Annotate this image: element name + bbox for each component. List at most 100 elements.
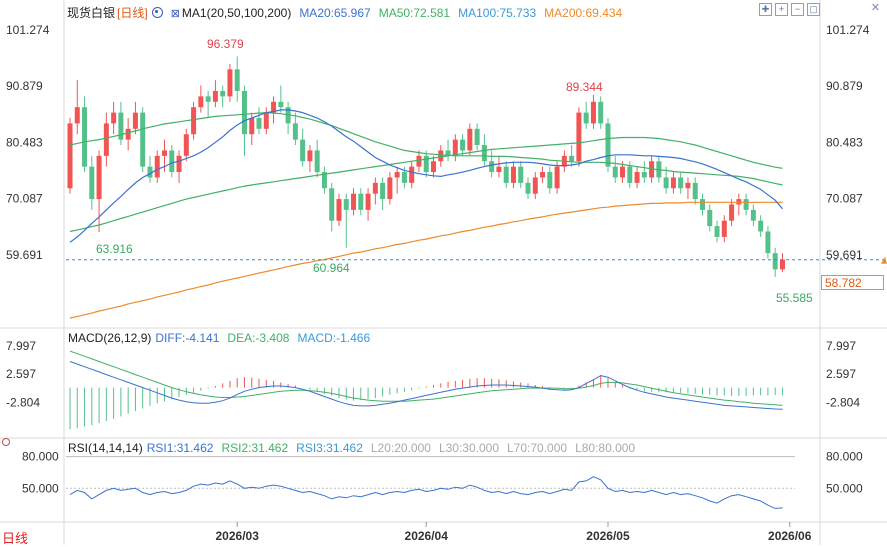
fit-icon[interactable]: ▢ — [807, 3, 820, 16]
macd-diff-value: DIFF:-4.141 — [155, 331, 220, 345]
candle-body — [663, 177, 669, 189]
candle-body — [467, 128, 473, 151]
candle-body — [634, 172, 640, 183]
ma200-value: MA200:69.434 — [544, 6, 623, 20]
candle-body — [510, 166, 516, 183]
candle-body — [707, 209, 713, 227]
candle-body — [583, 112, 589, 124]
ma100-line — [69, 136, 783, 233]
panel-settings-icon[interactable] — [2, 438, 10, 446]
candle-body — [278, 101, 284, 108]
candle-body — [452, 139, 458, 156]
candle-body — [423, 155, 429, 173]
candle-body — [481, 145, 487, 162]
y-tick-label-left: 101.274 — [6, 23, 50, 37]
candle-body — [380, 182, 386, 200]
candle-body — [670, 177, 676, 189]
candle-body — [241, 90, 247, 135]
candle-body — [162, 150, 168, 156]
candle-body — [721, 220, 727, 237]
macd-y-tick-right: -2.804 — [826, 395, 860, 409]
candle-body — [140, 112, 146, 167]
candle-body — [147, 166, 153, 178]
rsi-l20-value: L20:20.000 — [370, 441, 431, 455]
candle-body — [125, 128, 131, 140]
candle-body — [743, 199, 749, 210]
candle-body — [779, 259, 785, 270]
candle-body — [292, 123, 298, 140]
candle-body — [554, 166, 560, 189]
timeframe-label[interactable]: 日线 — [2, 531, 29, 546]
y-tick-label-left: 90.879 — [6, 79, 43, 93]
candle-body — [518, 166, 524, 183]
rsi-l30-value: L30:30.000 — [438, 441, 499, 455]
candle-body — [409, 166, 415, 183]
candle-body — [96, 155, 102, 200]
ma200-line — [69, 201, 783, 319]
candle-body — [169, 150, 175, 173]
y-tick-label-right: 59.691 — [826, 248, 863, 262]
candle-body — [576, 112, 582, 162]
candle-body — [431, 161, 436, 173]
rsi-header: RSI(14,14,14) RSI1:31.462 RSI2:31.462 RSI3:… — [68, 441, 643, 455]
low-label-2: 60.964 — [313, 261, 350, 275]
x-tick-label: 2026/06 — [768, 529, 812, 543]
candle-body — [249, 118, 255, 135]
candle-body — [220, 90, 226, 97]
candle-body — [699, 199, 705, 210]
candle-body — [256, 118, 262, 129]
period-label[interactable]: [日线] — [117, 6, 148, 20]
candle-body — [183, 134, 189, 156]
candle-body — [496, 166, 502, 173]
candle-body — [540, 172, 546, 178]
ma50-value: MA50:72.581 — [378, 6, 451, 20]
zoom-out-icon[interactable]: − — [791, 3, 804, 16]
macd-indicator-label: MACD(26,12,9) — [68, 331, 152, 345]
settings-gear-icon[interactable] — [151, 7, 163, 18]
candle-body — [103, 123, 109, 156]
candle-body — [321, 172, 327, 189]
candle-body — [89, 166, 95, 200]
candle-body — [714, 226, 720, 237]
candle-body — [692, 182, 698, 200]
x-tick-label: 2026/04 — [405, 529, 449, 543]
macd-macd-value: MACD:-1.466 — [297, 331, 371, 345]
candle-body — [772, 253, 778, 270]
y-tick-label-right: 101.274 — [826, 23, 870, 37]
zoom-in-icon[interactable]: + — [775, 3, 788, 16]
macd-dea-value: DEA:-3.408 — [227, 331, 290, 345]
macd-y-tick-left: -2.804 — [6, 395, 40, 409]
ma50-line — [69, 111, 783, 186]
indicator-toggle-icon[interactable]: ⊠ — [170, 8, 180, 20]
instrument-title: 现货白银 — [67, 6, 116, 20]
candle-body — [154, 155, 160, 178]
ma100-value: MA100:75.733 — [458, 6, 537, 20]
candle-body — [111, 112, 117, 124]
candle-body — [82, 107, 88, 167]
crosshair-icon[interactable]: ✚ — [759, 3, 772, 16]
candle-body — [394, 172, 400, 178]
main-header: 现货白银 [日线] ⊠ MA1(20,50,100,200) MA20:65.967 MA… — [67, 4, 630, 21]
candle-body — [612, 166, 618, 178]
candle-body — [358, 193, 364, 210]
close-icon[interactable]: ✕ — [870, 2, 881, 14]
candle-body — [329, 188, 335, 221]
candle-body — [641, 172, 647, 178]
candle-body — [314, 150, 320, 173]
rsi-y-tick-left: 50.000 — [22, 481, 59, 495]
candle-body — [590, 101, 596, 124]
last-price-arrow-icon — [881, 256, 887, 264]
candle-body — [605, 123, 611, 167]
macd-y-tick-left: 7.997 — [6, 339, 36, 353]
rsi-line — [69, 476, 783, 509]
candle-body — [205, 96, 211, 102]
candle-body — [336, 199, 342, 221]
rsi1-value: RSI1:31.462 — [146, 441, 214, 455]
candle-body — [212, 90, 218, 102]
candle-body — [176, 155, 182, 173]
rsi3-value: RSI3:31.462 — [296, 441, 363, 455]
candle-body — [387, 177, 393, 200]
candle-body — [627, 166, 633, 183]
macd-y-tick-right: 7.997 — [826, 339, 856, 353]
candle-body — [365, 193, 371, 210]
